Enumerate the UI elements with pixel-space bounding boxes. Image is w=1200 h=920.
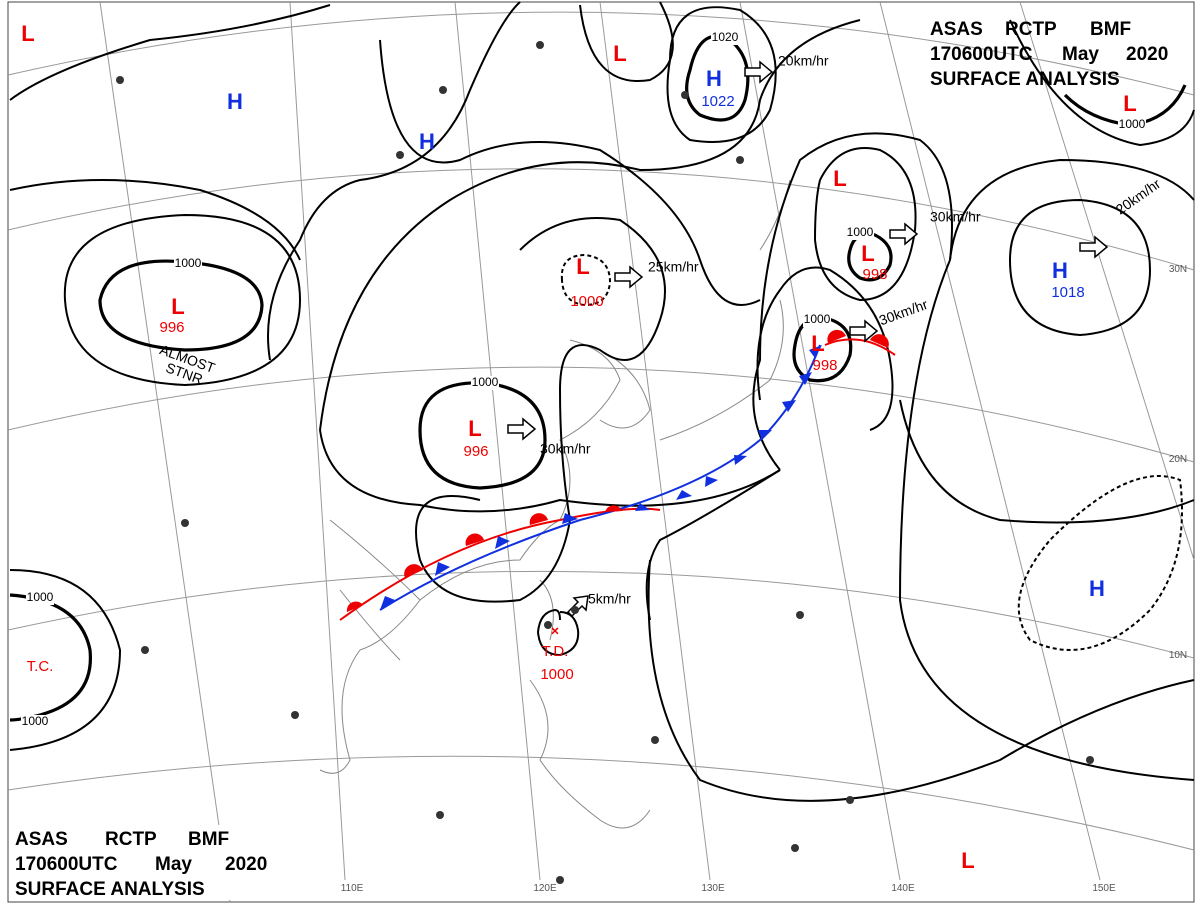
isobar-label: 1000 bbox=[175, 256, 202, 270]
pressure-center: H bbox=[1089, 576, 1105, 601]
header-text: 170600UTC bbox=[930, 44, 1033, 65]
isobars bbox=[9, 1, 1195, 802]
isobar-label: 1000 bbox=[27, 590, 54, 604]
header-top: ASAS RCTP BMF 170600UTC May 2020 SURFACE… bbox=[930, 19, 1168, 90]
latitude-label: 30N bbox=[1169, 264, 1187, 275]
pressure-center: L bbox=[961, 848, 974, 873]
isobar-label-bg bbox=[21, 715, 49, 729]
pressure-center: L bbox=[171, 294, 184, 319]
motion-speed: 30km/hr bbox=[540, 441, 591, 457]
central-pressure: 998 bbox=[862, 266, 887, 283]
header-text: SURFACE ANALYSIS bbox=[930, 69, 1120, 90]
motion-arrows bbox=[507, 60, 1109, 618]
central-pressure: 1022 bbox=[701, 93, 734, 110]
graticule bbox=[7, 1, 1195, 903]
pressure-center: L bbox=[21, 21, 34, 46]
pressure-center: L bbox=[613, 41, 626, 66]
motion-speed: 25km/hr bbox=[648, 259, 699, 275]
motion-speed: 30km/hr bbox=[930, 209, 981, 225]
fronts bbox=[339, 329, 896, 621]
header-text: ASAS bbox=[15, 829, 68, 850]
header-text: 170600UTC bbox=[15, 854, 118, 875]
isobar-label-bg bbox=[846, 226, 874, 240]
pressure-center: T.C. bbox=[27, 658, 54, 675]
pressure-center: L bbox=[468, 416, 481, 441]
header-text: SURFACE ANALYSIS bbox=[15, 879, 205, 900]
latitude-label: 20N bbox=[1169, 454, 1187, 465]
coastlines bbox=[319, 179, 791, 829]
isobar-label-bg bbox=[174, 257, 202, 271]
longitude-label: 110E bbox=[341, 883, 364, 894]
stations bbox=[116, 41, 1094, 884]
longitude-label: 120E bbox=[533, 883, 557, 894]
central-pressure: 996 bbox=[463, 443, 488, 460]
header-text: BMF bbox=[1090, 19, 1131, 40]
pressure-center: L bbox=[861, 241, 874, 266]
pressure-center: L bbox=[1123, 91, 1136, 116]
header-text: ASAS bbox=[930, 19, 983, 40]
central-pressure: 1018 bbox=[1051, 284, 1084, 301]
isobar-label: 1000 bbox=[472, 375, 499, 389]
header-text: May bbox=[155, 854, 192, 875]
longitude-label: 130E bbox=[701, 883, 725, 894]
isobar-label: 1000 bbox=[804, 312, 831, 326]
central-pressure: 996 bbox=[159, 319, 184, 336]
motion-speed: 20km/hr bbox=[778, 53, 829, 69]
pressure-center: T.D. bbox=[542, 643, 569, 660]
isobar-label-bg bbox=[26, 591, 54, 605]
header-text: RCTP bbox=[105, 829, 157, 850]
pressure-center: H bbox=[1052, 258, 1068, 283]
central-pressure: 1000 bbox=[570, 293, 603, 310]
isobar-label-bg bbox=[803, 313, 831, 327]
isobar-label: 1000 bbox=[1119, 117, 1146, 131]
pressure-center: L bbox=[811, 331, 824, 356]
pressure-center: L bbox=[833, 166, 846, 191]
longitude-label: 140E bbox=[891, 883, 915, 894]
storm-symbol: × bbox=[551, 623, 559, 639]
longitude-label: 150E bbox=[1092, 883, 1116, 894]
pressure-center: H bbox=[227, 89, 243, 114]
central-pressure: 1000 bbox=[540, 666, 573, 683]
isobar-label-bg bbox=[711, 31, 739, 45]
latitude-label: 10N bbox=[1169, 650, 1187, 661]
isobar-label: 1000 bbox=[22, 714, 49, 728]
map-frame bbox=[7, 1, 1195, 903]
pressure-center: H bbox=[419, 129, 435, 154]
isobar-label-bg bbox=[1118, 118, 1146, 132]
header-text: 2020 bbox=[225, 854, 267, 875]
central-pressure: 998 bbox=[812, 357, 837, 374]
isobar-label: 1000 bbox=[847, 225, 874, 239]
isobar-label: 1020 bbox=[712, 30, 739, 44]
header-bottom: ASAS RCTP BMF 170600UTC May 2020 SURFACE… bbox=[10, 825, 280, 900]
motion-speed: 5km/hr bbox=[588, 591, 631, 607]
pressure-center: H bbox=[706, 66, 722, 91]
header-text: 2020 bbox=[1126, 44, 1168, 65]
header-text: BMF bbox=[188, 829, 229, 850]
header-text: May bbox=[1062, 44, 1099, 65]
pressure-center: L bbox=[576, 254, 589, 279]
isobar-label-bg bbox=[471, 376, 499, 390]
header-text: RCTP bbox=[1005, 19, 1057, 40]
